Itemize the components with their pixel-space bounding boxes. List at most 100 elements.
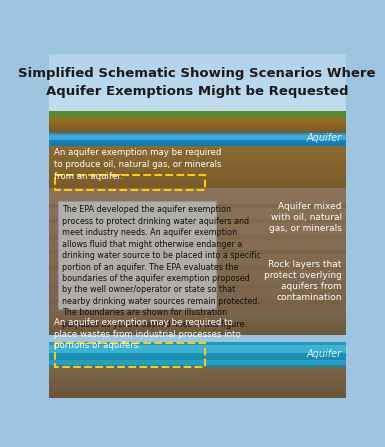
- Bar: [49, 363, 346, 364]
- Bar: [49, 89, 346, 90]
- Bar: [49, 198, 346, 202]
- Bar: [49, 382, 346, 383]
- Bar: [49, 346, 346, 353]
- Bar: [49, 128, 346, 129]
- Bar: [49, 153, 346, 155]
- Bar: [49, 173, 346, 174]
- Bar: [49, 290, 346, 294]
- Bar: [49, 360, 346, 361]
- Bar: [49, 143, 346, 144]
- Bar: [49, 83, 346, 84]
- Bar: [49, 351, 346, 352]
- Bar: [49, 265, 346, 268]
- Bar: [49, 141, 346, 142]
- Bar: [49, 364, 346, 365]
- Bar: [49, 323, 346, 324]
- Bar: [49, 131, 346, 132]
- Bar: [55, 174, 206, 190]
- Bar: [49, 77, 346, 79]
- Bar: [49, 120, 346, 121]
- Bar: [49, 125, 346, 126]
- Bar: [49, 242, 346, 246]
- Bar: [49, 391, 346, 392]
- Bar: [49, 376, 346, 377]
- Bar: [49, 306, 346, 309]
- Bar: [49, 250, 346, 254]
- Bar: [49, 138, 346, 139]
- Bar: [49, 393, 346, 394]
- Bar: [49, 321, 346, 322]
- Bar: [49, 54, 346, 55]
- Bar: [49, 392, 346, 394]
- Bar: [49, 204, 346, 208]
- Bar: [49, 274, 346, 278]
- Bar: [49, 156, 346, 157]
- Bar: [49, 125, 346, 126]
- Bar: [49, 328, 346, 329]
- Bar: [49, 342, 346, 343]
- Bar: [49, 165, 346, 167]
- Bar: [49, 365, 346, 366]
- Bar: [49, 124, 346, 125]
- Bar: [49, 146, 346, 148]
- Bar: [49, 127, 346, 128]
- Bar: [49, 324, 346, 325]
- Bar: [49, 55, 346, 57]
- Bar: [49, 324, 346, 325]
- Bar: [49, 252, 346, 256]
- Bar: [49, 285, 346, 288]
- Bar: [49, 96, 346, 97]
- Bar: [49, 345, 346, 346]
- Bar: [49, 144, 346, 145]
- Bar: [49, 134, 346, 135]
- Bar: [49, 150, 346, 152]
- Bar: [49, 110, 346, 112]
- Bar: [49, 365, 346, 366]
- Bar: [49, 261, 346, 265]
- Bar: [49, 373, 346, 374]
- Bar: [49, 227, 346, 230]
- Bar: [49, 369, 346, 370]
- Bar: [49, 330, 346, 331]
- Bar: [49, 387, 346, 388]
- Bar: [49, 75, 346, 77]
- Bar: [49, 329, 346, 330]
- Bar: [49, 348, 346, 349]
- Bar: [49, 70, 346, 72]
- Bar: [49, 140, 346, 141]
- Bar: [49, 159, 346, 160]
- Bar: [49, 94, 346, 96]
- Bar: [49, 300, 346, 305]
- Bar: [49, 135, 346, 136]
- Bar: [49, 121, 346, 122]
- Bar: [49, 277, 346, 281]
- Bar: [49, 126, 346, 127]
- Bar: [49, 319, 346, 320]
- Bar: [49, 136, 346, 137]
- Text: The EPA developed the aquifer exemption
process to protect drinking water aquife: The EPA developed the aquifer exemption …: [62, 205, 261, 329]
- Bar: [49, 149, 346, 151]
- Bar: [49, 122, 346, 123]
- Bar: [49, 103, 346, 105]
- Bar: [49, 162, 346, 163]
- Bar: [49, 299, 346, 303]
- Bar: [49, 334, 346, 335]
- Bar: [49, 353, 346, 354]
- Bar: [49, 127, 346, 128]
- Bar: [49, 187, 346, 189]
- Bar: [49, 172, 346, 173]
- Bar: [49, 350, 346, 351]
- Bar: [49, 142, 346, 143]
- Bar: [49, 360, 346, 365]
- Bar: [49, 58, 346, 60]
- Bar: [49, 80, 346, 81]
- Bar: [49, 217, 346, 220]
- Bar: [49, 71, 346, 73]
- Bar: [49, 330, 346, 331]
- Bar: [49, 91, 346, 93]
- Bar: [49, 249, 346, 252]
- Bar: [49, 384, 346, 385]
- Bar: [49, 74, 346, 76]
- Bar: [49, 355, 346, 356]
- Bar: [49, 146, 346, 147]
